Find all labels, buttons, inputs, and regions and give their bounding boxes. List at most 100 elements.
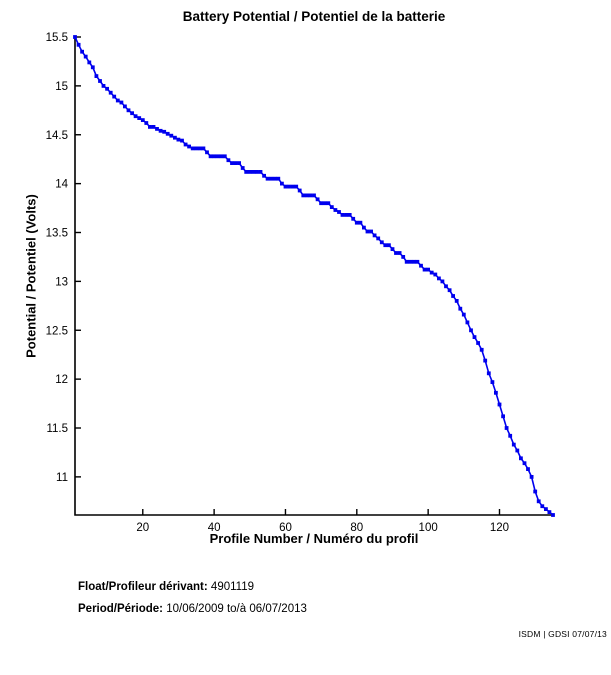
data-point-marker (422, 267, 427, 272)
data-point-marker (208, 154, 213, 159)
data-point-marker (329, 205, 334, 209)
data-point-marker (101, 84, 106, 88)
data-point-marker (354, 220, 359, 225)
data-point-marker (497, 402, 502, 407)
data-point-marker (151, 125, 156, 129)
data-point-marker (519, 456, 523, 461)
data-point-marker (287, 184, 291, 189)
data-point-marker (312, 193, 316, 198)
data-point-marker (247, 170, 252, 174)
data-point-marker (429, 270, 434, 275)
x-tick-label: 20 (136, 522, 149, 534)
data-point-marker (379, 240, 384, 245)
data-point-marker (333, 208, 338, 212)
data-point-marker (276, 176, 281, 181)
y-tick-label: 14.5 (46, 130, 68, 142)
y-tick-label: 12 (55, 374, 68, 386)
data-point-marker (504, 426, 509, 430)
data-point-marker (108, 90, 113, 95)
data-point-marker (308, 193, 313, 198)
data-point-marker (472, 335, 477, 339)
data-point-marker (347, 213, 352, 217)
data-point-marker (372, 233, 377, 238)
data-point-marker (219, 154, 224, 159)
data-point-marker (515, 448, 520, 453)
data-point-marker (533, 489, 538, 494)
data-point-marker (544, 507, 548, 511)
y-tick-label: 11 (56, 472, 68, 484)
data-point-marker (437, 276, 441, 281)
y-tick-label: 11.5 (46, 423, 68, 435)
data-point-marker (319, 201, 323, 206)
data-point-marker (376, 236, 381, 241)
x-axis-label: Profile Number / Numéro du profil (209, 531, 419, 546)
data-point-marker (447, 288, 452, 293)
data-point-marker (494, 390, 498, 395)
data-point-marker (144, 121, 149, 125)
data-point-marker (173, 135, 177, 140)
data-point-marker (440, 279, 445, 284)
data-point-marker (201, 146, 206, 151)
data-point-marker (551, 513, 555, 517)
data-point-marker (258, 170, 263, 174)
data-point-marker (469, 328, 473, 333)
data-point-marker (490, 380, 495, 384)
data-point-marker (237, 161, 241, 165)
data-point-marker (255, 170, 259, 174)
data-point-marker (126, 108, 131, 113)
data-point-marker (90, 65, 95, 70)
y-tick-label: 15 (55, 81, 68, 93)
data-point-marker (433, 272, 438, 277)
data-point-marker (215, 154, 220, 159)
data-point-marker (426, 267, 430, 272)
data-point-marker (123, 104, 127, 109)
y-tick-label: 13 (55, 276, 68, 288)
data-point-marker (233, 161, 238, 165)
data-point-marker (265, 176, 270, 181)
data-point-marker (187, 144, 191, 149)
data-point-marker (536, 499, 541, 504)
data-point-marker (262, 173, 266, 178)
data-point-marker (165, 131, 170, 136)
y-tick-label: 12.5 (46, 325, 68, 337)
y-tick-label: 15.5 (46, 32, 68, 44)
data-point-marker (501, 414, 505, 419)
data-point-marker (137, 116, 142, 120)
data-point-marker (251, 170, 256, 174)
data-point-marker (415, 259, 420, 264)
watermark-text: ISDM | GDSI 07/07/13 (518, 629, 607, 639)
chart-title: Battery Potential / Potentiel de la batt… (182, 9, 446, 24)
data-point-marker (294, 184, 299, 189)
data-point-marker (476, 341, 480, 345)
data-point-marker (98, 79, 102, 83)
axis-lines (74, 37, 553, 516)
data-point-marker (540, 504, 545, 509)
data-point-marker (105, 86, 109, 91)
data-point-marker (83, 54, 88, 59)
data-point-marker (394, 251, 398, 255)
data-point-marker (458, 306, 463, 311)
data-point-marker (80, 49, 84, 54)
data-point-marker (344, 213, 348, 217)
data-point-marker (390, 247, 395, 251)
data-point-marker (369, 229, 373, 234)
data-point-marker (194, 146, 199, 151)
x-tick-label: 60 (279, 522, 292, 534)
data-point-marker (322, 201, 327, 206)
data-point-marker (337, 210, 341, 214)
data-point-marker (272, 176, 277, 181)
data-point-marker (508, 433, 513, 438)
data-point-marker (451, 294, 455, 298)
data-point-marker (305, 193, 309, 198)
data-point-marker (115, 98, 120, 103)
x-tick-label: 100 (419, 522, 438, 534)
data-point-marker (76, 42, 81, 47)
data-point-marker (280, 181, 284, 186)
y-tick-label: 13.5 (46, 228, 68, 240)
period-line: Period/Période: 10/06/2009 to/à 06/07/20… (78, 603, 307, 615)
data-point-marker (444, 284, 448, 289)
data-point-marker (479, 347, 484, 352)
data-point-marker (326, 201, 331, 206)
